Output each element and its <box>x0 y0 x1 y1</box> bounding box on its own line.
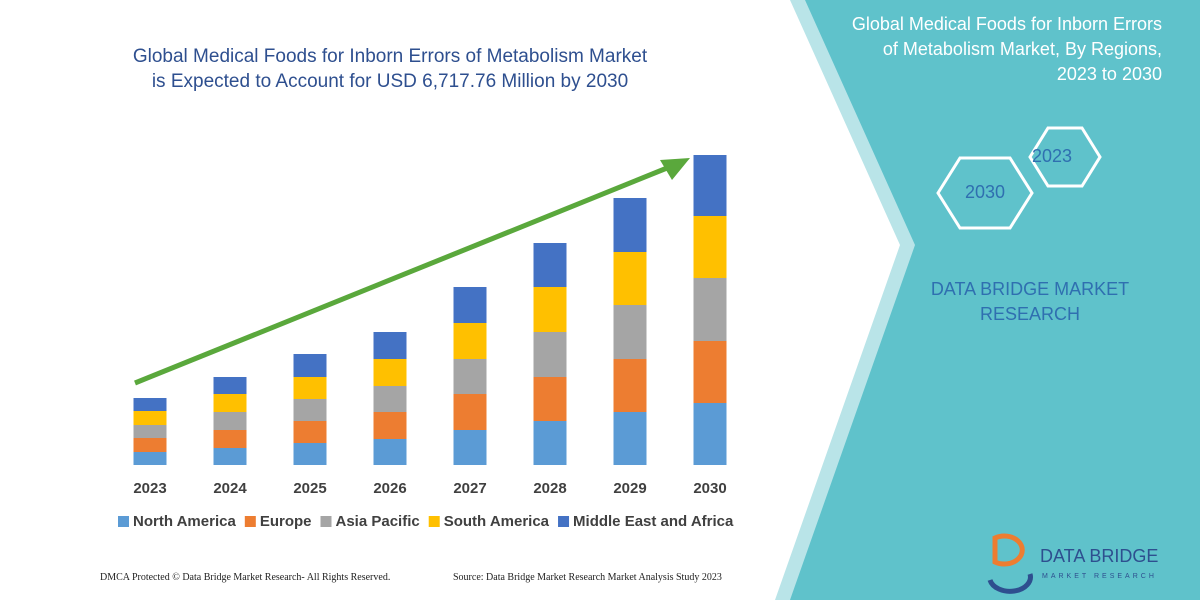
bar-segment <box>373 412 407 439</box>
bar-segment <box>453 287 487 323</box>
bar-segment <box>693 403 727 465</box>
bar-segment <box>373 332 407 359</box>
x-tick-label: 2023 <box>133 480 166 497</box>
bar-segment <box>533 377 567 421</box>
x-tick-label: 2025 <box>293 480 326 497</box>
legend-swatch <box>320 516 332 527</box>
title-line: Global Medical Foods for Inborn Errors o… <box>132 46 648 67</box>
bar-segment <box>213 412 247 430</box>
x-tick-label: 2029 <box>613 480 646 497</box>
bar-segment <box>533 421 567 465</box>
bar-segment <box>613 412 647 465</box>
bar-segment <box>293 354 327 377</box>
bar-segment <box>133 425 167 438</box>
bar-segment <box>693 155 727 216</box>
legend-label: North America <box>133 513 236 530</box>
x-tick-label: 2028 <box>533 480 566 497</box>
x-tick-label: 2030 <box>693 480 726 497</box>
legend-label: Asia Pacific <box>336 513 420 530</box>
bar-segment <box>373 439 407 465</box>
legend-label: Middle East and Africa <box>573 513 734 530</box>
bar-segment <box>693 341 727 403</box>
legend-swatch <box>118 516 129 527</box>
x-tick-label: 2026 <box>373 480 406 497</box>
bar-segment <box>693 278 727 341</box>
bar-segment <box>453 394 487 430</box>
chart-title: Global Medical Foods for Inborn Errors o… <box>100 44 680 94</box>
bar-segment <box>453 323 487 359</box>
bar-segment <box>373 386 407 412</box>
bar-segment <box>613 252 647 305</box>
footer-left: DMCA Protected © Data Bridge Market Rese… <box>100 572 391 583</box>
bar-segment <box>613 198 647 252</box>
bar-segment <box>293 377 327 399</box>
bar-segment <box>213 448 247 465</box>
logo-mark <box>987 573 1033 594</box>
arrow-head <box>660 158 690 180</box>
legend-label: Europe <box>260 513 312 530</box>
bar-segment <box>293 421 327 443</box>
legend-label: South America <box>444 513 550 530</box>
legend-swatch <box>244 516 256 527</box>
bar-segment <box>293 399 327 421</box>
hexagon <box>936 156 1034 230</box>
bar-segment <box>453 359 487 394</box>
footer-right: Source: Data Bridge Market Research Mark… <box>453 572 722 583</box>
bar-segment <box>133 452 167 465</box>
bar-segment <box>613 305 647 359</box>
hexagon <box>1028 126 1102 188</box>
bar-segment <box>133 438 167 452</box>
bar-segment <box>213 377 247 394</box>
x-tick-label: 2027 <box>453 480 486 497</box>
logo-mark <box>992 533 1025 567</box>
trend-arrow <box>134 163 673 386</box>
chart: 2023 2024 2025 2026 2027 2028 2029 2030 North Am… <box>118 155 734 530</box>
bar-segment <box>373 359 407 386</box>
bar-segment <box>533 332 567 377</box>
legend-swatch <box>428 516 440 527</box>
logo-tagline: MARKET RESEARCH <box>1042 573 1157 580</box>
brand: DATA BRIDGE MARKET RESEARCH <box>930 279 1130 324</box>
bar-segment <box>613 359 647 412</box>
bar-segment <box>213 430 247 448</box>
title-line: is Expected to Account for USD 6,717.76 … <box>151 71 629 92</box>
bar-segment <box>293 443 327 465</box>
bar-segment <box>213 394 247 412</box>
bar-segment <box>533 287 567 332</box>
hexagon-label: 2030 <box>965 182 1005 202</box>
bar-segment <box>533 243 567 287</box>
bar-segment <box>133 411 167 425</box>
logo-name: DATA BRIDGE <box>1040 546 1158 566</box>
hexagon-label: 2023 <box>1032 146 1072 166</box>
legend-swatch <box>558 516 570 527</box>
bar-segment <box>693 216 727 278</box>
x-tick-label: 2024 <box>213 480 247 497</box>
bar-segment <box>133 398 167 411</box>
panel-bg <box>790 0 1200 600</box>
bar-segment <box>453 430 487 465</box>
panel-title: Global Medical Foods for Inborn Errors o… <box>851 14 1162 84</box>
